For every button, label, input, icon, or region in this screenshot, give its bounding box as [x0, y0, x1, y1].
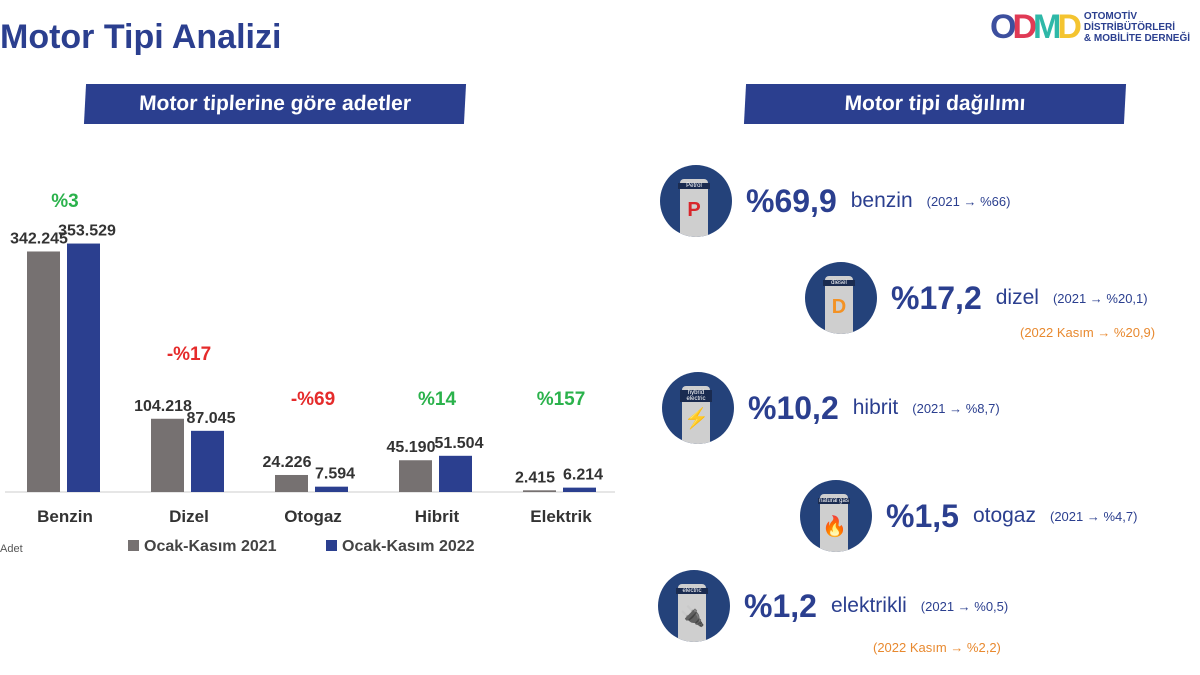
engine-name: otogaz: [972, 504, 1036, 527]
icon-label: hybrid electric: [680, 390, 712, 402]
change-label: %3: [51, 191, 78, 212]
legend-swatch: [128, 540, 139, 551]
share-percent: %1,2: [744, 587, 817, 624]
bar-hibrit-0: [399, 460, 432, 492]
icon-label: natural gas: [818, 498, 850, 504]
elektrikli-icon: electric 🔌: [658, 570, 730, 642]
distribution-item-hibrit: hybrid electric ⚡ %10,2 hibrit (2021 → %8…: [662, 372, 1000, 444]
share-percent: %10,2: [748, 389, 839, 426]
data-label: 87.045: [187, 410, 236, 427]
icon-letter: 🔌: [680, 606, 705, 628]
bar-benzin-0: [27, 251, 60, 492]
distribution-item-benzin: Petrol P %69,9 benzin (2021 → %66): [660, 165, 1010, 237]
icon-label: diesel: [823, 280, 855, 286]
logo-line: OTOMOTİV: [1083, 11, 1138, 22]
hibrit-icon: hybrid electric ⚡: [662, 372, 734, 444]
bar-elektrik-1: [563, 487, 596, 492]
icon-label: electric: [676, 588, 708, 594]
y-axis-label: Adet: [0, 543, 23, 555]
category-label: Hibrit: [415, 507, 460, 526]
dizel-icon: diesel D: [805, 262, 877, 334]
bar-otogaz-1: [315, 486, 348, 492]
share-percent: %17,2: [891, 279, 982, 316]
legend-swatch: [326, 540, 337, 551]
left-banner: Motor tiplerine göre adetler: [83, 84, 467, 124]
bar-hibrit-1: [439, 455, 472, 492]
engine-name: benzin: [850, 189, 913, 212]
engine-name: dizel: [995, 286, 1039, 309]
data-label: 7.594: [315, 466, 355, 483]
bar-otogaz-0: [275, 474, 308, 492]
icon-label: Petrol: [678, 183, 710, 189]
data-label: 6.214: [563, 467, 603, 484]
category-label: Dizel: [169, 507, 209, 526]
share-percent: %1,5: [886, 497, 959, 534]
data-label: 104.218: [134, 398, 192, 415]
engine-name: hibrit: [852, 396, 899, 419]
prev-year-share: (2021 → %4,7): [1050, 508, 1138, 524]
november-share-note: (2022 Kasım → %20,9): [1020, 325, 1156, 340]
legend-label: Ocak-Kasım 2022: [342, 538, 475, 555]
otogaz-icon: natural gas 🔥: [800, 480, 872, 552]
odmd-logo: ODMD OTOMOTİV DİSTRİBÜTÖRLERİ & MOBİLİTE D…: [990, 8, 1190, 47]
prev-year-share: (2021 → %0,5): [920, 598, 1009, 614]
prev-year-share: (2021 → %20,1): [1052, 290, 1148, 306]
icon-letter: ⚡: [684, 408, 709, 430]
data-label: 45.190: [387, 439, 436, 456]
engine-name: elektrikli: [830, 594, 907, 617]
data-label: 342.245: [10, 230, 68, 247]
bar-elektrik-0: [523, 490, 556, 492]
change-label: %157: [537, 389, 586, 410]
page-title: Motor Tipi Analizi: [0, 18, 282, 56]
logo-line: & MOBİLİTE DERNEĞİ: [1083, 33, 1191, 44]
category-label: Elektrik: [530, 507, 592, 526]
icon-letter: 🔥: [822, 516, 847, 538]
prev-year-share: (2021 → %8,7): [912, 400, 1000, 416]
distribution-item-dizel: diesel D %17,2 dizel (2021 → %20,1): [805, 262, 1148, 334]
data-label: 353.529: [58, 223, 116, 240]
icon-letter: D: [831, 296, 847, 318]
legend-label: Ocak-Kasım 2021: [144, 538, 277, 555]
bar-benzin-1: [67, 243, 100, 492]
icon-letter: P: [687, 199, 701, 221]
change-label: %14: [418, 389, 456, 410]
category-label: Benzin: [37, 507, 93, 526]
data-label: 51.504: [435, 435, 484, 452]
bar-dizel-0: [151, 418, 184, 492]
bar-dizel-1: [191, 430, 224, 492]
data-label: 24.226: [263, 454, 312, 471]
right-banner: Motor tipi dağılımı: [743, 84, 1127, 124]
distribution-item-otogaz: natural gas 🔥 %1,5 otogaz (2021 → %4,7): [800, 480, 1137, 552]
change-label: -%17: [167, 344, 211, 365]
data-label: 2.415: [515, 469, 555, 486]
benzin-icon: Petrol P: [660, 165, 732, 237]
distribution-item-elektrikli: electric 🔌 %1,2 elektrikli (2021 → %0,5): [658, 570, 1008, 642]
logo-line: DİSTRİBÜTÖRLERİ: [1083, 22, 1176, 33]
logo-mark: ODMD: [990, 8, 1082, 46]
november-share-note: (2022 Kasım → %2,2): [873, 640, 1001, 655]
change-label: -%69: [291, 389, 335, 410]
category-label: Otogaz: [284, 507, 342, 526]
prev-year-share: (2021 → %66): [926, 193, 1011, 209]
share-percent: %69,9: [746, 182, 837, 219]
